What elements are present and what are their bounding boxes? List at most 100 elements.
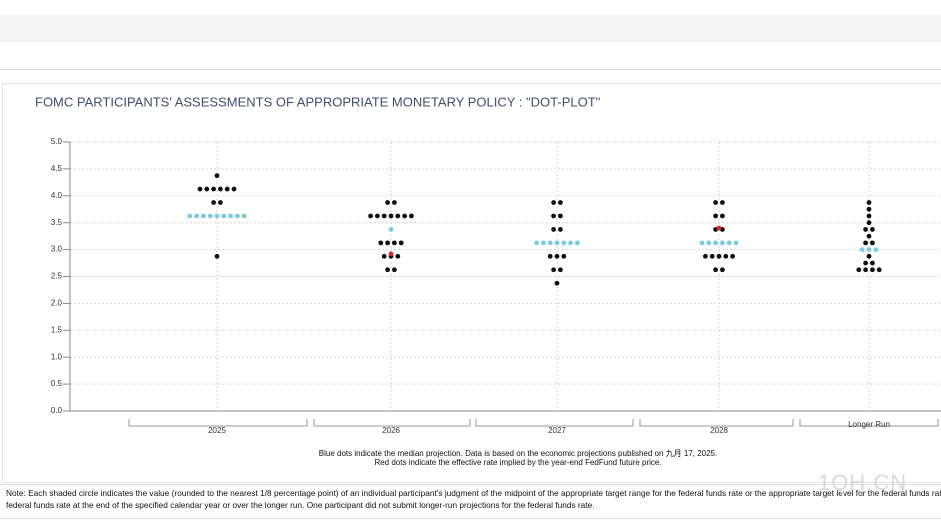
median-dot [214,213,220,219]
median-dot [388,227,394,232]
participant-dot [395,213,401,219]
participant-dot [554,280,560,286]
participant-dot [214,253,220,259]
participant-dot [703,253,708,259]
chart-panel [2,83,941,483]
participant-dot [224,186,230,192]
participant-dot [204,186,210,192]
participant-dot [211,200,217,205]
median-dot [873,247,879,253]
participant-dot [547,253,553,259]
legend-notes: Blue dots indicate the median projection… [0,449,941,467]
participant-dot [876,267,882,273]
median-dot [733,240,739,246]
participant-dot [720,200,725,205]
note-line: Blue dots indicate the median projection… [318,449,718,458]
participant-dot [870,260,875,266]
participant-dot [211,186,217,192]
median-dot [554,240,560,246]
participant-dot [716,253,722,259]
participant-dot [866,253,872,259]
participant-dot [713,213,718,219]
participant-dot [863,260,868,266]
median-dot [207,213,213,219]
y-tick-label: 2.0 [51,299,63,308]
median-dot [866,247,872,253]
divider [0,484,941,485]
y-tick-label: 2.5 [51,272,63,281]
participant-dot [870,240,875,246]
futures-dot [388,251,394,257]
y-tick-label: 3.0 [51,245,63,254]
participant-dot [368,213,373,219]
participant-dot [866,200,872,205]
participant-dot [723,253,729,259]
participant-dot [409,213,414,219]
participant-dot [866,206,872,212]
participant-dot [870,227,875,232]
median-dot [187,213,193,219]
participant-dot [713,267,718,273]
median-dot [859,247,865,253]
median-dot [726,240,732,246]
median-dot [575,240,580,246]
participant-dot [856,267,862,273]
median-dot [194,213,200,219]
y-tick-label: 0.5 [51,379,63,388]
footnote-line: federal funds rate at the end of the spe… [6,500,595,510]
participant-dot [231,186,237,192]
participant-dot [385,240,390,246]
median-dot [699,240,705,246]
participant-dot [866,233,872,239]
median-dot [228,213,234,219]
participant-dot [863,267,868,273]
participant-dot [218,186,223,192]
participant-dot [378,240,384,246]
participant-dot [866,220,872,226]
note-line: Red dots indicate the effective rate imp… [374,458,662,467]
participant-dot [218,200,223,205]
participant-dot [730,253,735,259]
participant-dot [866,213,872,219]
participant-dot [551,200,556,205]
median-dot [534,240,539,246]
participant-dot [395,253,401,259]
chart-title: FOMC PARTICIPANTS' ASSESSMENTS OF APPROP… [35,94,601,109]
participant-dot [558,200,563,205]
x-tick-label: 2025 [208,426,226,435]
participant-dot [214,173,220,179]
x-tick-label: 2026 [382,426,400,435]
median-dot [541,240,546,246]
median-dot [201,213,206,219]
median-dot [561,240,567,246]
participant-dot [870,267,875,273]
category-bracket [313,419,471,427]
y-tick-label: 4.0 [51,191,63,200]
divider [0,518,941,519]
x-tick-label: 2027 [548,426,566,435]
participant-dot [561,253,567,259]
y-tick-label: 1.0 [51,352,63,361]
median-dot [241,213,247,219]
top-bar [0,15,941,42]
participant-dot [392,240,397,246]
category-bracket [475,419,634,427]
participant-dot [375,213,380,219]
median-dot [568,240,573,246]
y-tick-label: 1.5 [51,325,63,334]
futures-dot [716,225,722,231]
y-tick-label: 5.0 [51,137,63,146]
x-tick-label: 2028 [710,426,728,435]
participant-dot [402,213,407,219]
participant-dot [551,227,556,232]
participant-dot [392,267,397,273]
participant-dot [197,186,203,192]
y-tick-label: 4.5 [51,164,63,173]
participant-dot [388,213,394,219]
participant-dot [381,213,387,219]
median-dot [720,240,725,246]
median-dot [221,213,227,219]
participant-dot [863,240,868,246]
median-dot [713,240,718,246]
participant-dot [863,227,868,232]
